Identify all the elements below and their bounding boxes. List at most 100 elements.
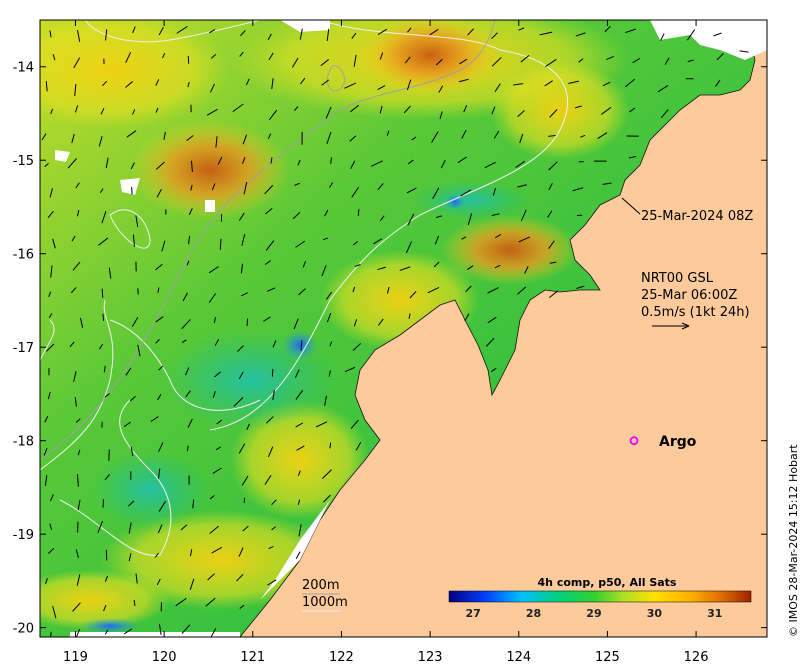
current-vector	[74, 83, 77, 97]
current-vector	[517, 286, 527, 295]
current-vector	[492, 187, 496, 196]
current-vector	[185, 390, 191, 398]
current-vector	[294, 182, 300, 186]
colorbar-tick-label: 29	[586, 607, 601, 620]
current-vector	[434, 235, 440, 245]
current-vector	[297, 470, 301, 476]
copyright-label: © IMOS 28-Mar-2024 15:12 Hobart	[787, 444, 800, 637]
lon-tick-label: 119	[63, 650, 88, 665]
current-vector	[71, 133, 75, 144]
lat-tick-label: -17	[13, 341, 34, 356]
current-vector	[404, 56, 411, 64]
current-vector	[264, 207, 273, 215]
current-vector	[629, 107, 636, 113]
current-vector	[298, 524, 302, 537]
current-vector	[485, 337, 495, 347]
current-vector	[239, 604, 245, 609]
current-vector	[242, 157, 246, 164]
current-vector	[373, 238, 383, 245]
current-vector	[158, 442, 164, 453]
current-vector	[549, 109, 558, 118]
colorbar-gradient	[448, 590, 752, 603]
current-vector	[544, 80, 553, 87]
current-vector	[52, 238, 56, 249]
current-vector	[158, 365, 164, 371]
current-vector	[214, 338, 220, 346]
lat-tick-label: -19	[13, 528, 34, 543]
current-vector	[515, 160, 526, 168]
current-vector	[215, 446, 221, 451]
current-vector	[321, 79, 330, 86]
current-vector	[329, 182, 334, 188]
current-vector	[575, 32, 586, 37]
current-vector	[99, 343, 104, 350]
argo-label[interactable]: Argo	[659, 434, 697, 450]
current-vector	[545, 58, 557, 67]
current-vector	[128, 553, 132, 562]
current-vector	[77, 29, 81, 42]
current-vector	[73, 371, 77, 382]
current-vector	[181, 339, 187, 344]
current-vector	[297, 499, 301, 505]
current-vector	[467, 213, 473, 226]
current-vector	[271, 368, 274, 377]
current-vector	[549, 261, 557, 264]
lon-tick-label: 123	[418, 650, 443, 665]
current-vector	[432, 187, 440, 199]
current-vector	[739, 50, 749, 53]
annotation-pointer	[621, 197, 641, 215]
current-vector	[217, 156, 223, 165]
current-vector	[104, 393, 110, 398]
current-vector	[240, 263, 244, 274]
current-vector	[495, 233, 502, 239]
current-vector	[128, 522, 132, 534]
current-vector	[520, 54, 530, 63]
lon-tick-label: 121	[240, 650, 265, 665]
current-vector	[295, 240, 306, 248]
current-vector	[190, 184, 193, 191]
current-vector	[209, 495, 215, 500]
isobath-1000-label: 1000m	[302, 595, 348, 610]
current-vector	[123, 421, 131, 427]
colorbar-tick-label: 27	[466, 607, 481, 620]
current-vector	[76, 574, 81, 586]
current-vector	[75, 182, 80, 189]
current-vector	[355, 441, 362, 451]
current-vector	[272, 340, 277, 348]
current-vector	[377, 183, 384, 191]
current-vector	[133, 599, 136, 607]
current-vector	[150, 416, 159, 422]
current-vector	[264, 260, 272, 265]
argo-float-marker[interactable]	[629, 436, 639, 446]
colorbar-title: 4h comp, p50, All Sats	[538, 576, 677, 589]
current-vector	[315, 421, 328, 428]
current-vector	[70, 287, 77, 294]
current-vector	[125, 80, 134, 88]
current-vector	[350, 419, 359, 429]
current-vector	[487, 316, 497, 324]
current-vector	[268, 109, 278, 121]
current-vector	[386, 130, 390, 136]
current-vector	[161, 240, 166, 252]
current-vector	[295, 389, 304, 400]
current-vector	[433, 261, 440, 268]
current-vector	[491, 213, 500, 216]
current-vector	[379, 105, 383, 114]
current-vector	[352, 343, 362, 351]
current-vector	[132, 109, 136, 115]
current-vector	[263, 316, 271, 322]
current-vectors	[41, 25, 749, 637]
current-vector	[459, 58, 468, 65]
current-vector	[625, 28, 636, 34]
current-vector	[464, 313, 470, 322]
current-vector	[101, 211, 107, 224]
current-vector	[513, 83, 524, 86]
current-source-label: NRT00 GSL	[641, 271, 714, 286]
current-vector	[241, 234, 246, 246]
current-vector	[716, 52, 724, 61]
current-vector	[302, 261, 306, 268]
current-vector	[210, 53, 217, 59]
current-vector	[187, 418, 193, 428]
current-vector	[578, 58, 584, 63]
lat-tick-label: -18	[13, 435, 34, 450]
